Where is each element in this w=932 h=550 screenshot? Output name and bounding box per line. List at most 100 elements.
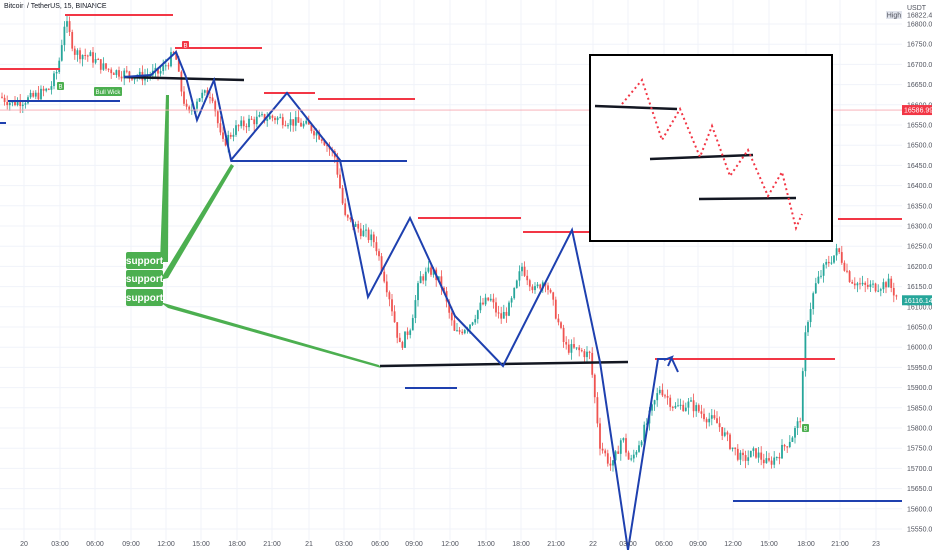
candle-down	[263, 114, 266, 121]
candle-down	[112, 73, 115, 75]
candle-up	[24, 103, 27, 105]
candle-down	[323, 140, 326, 146]
candle-down	[229, 134, 232, 137]
candle-down	[664, 395, 666, 397]
candle-down	[591, 352, 594, 375]
candle-up	[651, 404, 653, 411]
candle-down	[500, 313, 503, 319]
drawings: support support support Bull Wick B B B	[0, 14, 902, 550]
candle-up	[643, 424, 646, 442]
y-tick-label: 16350.00	[907, 203, 932, 210]
candle-up	[749, 450, 752, 458]
callout-pointer	[160, 302, 381, 368]
x-tick-label: 15:00	[760, 541, 778, 548]
candle-up	[513, 287, 516, 299]
x-tick-label: 06:00	[86, 541, 104, 548]
x-tick-label: 18:00	[512, 541, 530, 548]
x-tick-label: 03:00	[619, 541, 637, 548]
candle-up	[822, 264, 825, 276]
candle-down	[372, 234, 375, 243]
candle-up	[279, 117, 282, 119]
candle-down	[729, 434, 731, 450]
y-tick-label: 16300.00	[907, 224, 932, 231]
candle-down	[388, 292, 391, 300]
x-tick-label: 21	[305, 541, 313, 548]
pattern-line	[185, 76, 629, 550]
candle-down	[492, 298, 495, 303]
candle-up	[856, 283, 859, 286]
candle-down	[359, 228, 362, 237]
support-label-box	[126, 289, 163, 306]
candle-up	[154, 67, 157, 71]
candle-up	[536, 284, 539, 287]
candle-down	[531, 286, 534, 291]
candle-up	[690, 400, 692, 402]
y-tick-label: 16800.00	[907, 22, 932, 29]
candle-down	[300, 122, 302, 127]
candle-down	[523, 266, 526, 276]
candle-up	[58, 60, 61, 73]
candle-down	[539, 284, 542, 289]
candle-down	[297, 117, 300, 123]
candle-up	[653, 400, 656, 405]
candle-up	[365, 229, 367, 231]
candle-down	[281, 117, 284, 126]
candle-down	[851, 282, 854, 284]
price-axis[interactable]: USDT 16800.0016750.0016700.0016650.00166…	[886, 0, 932, 550]
candle-up	[731, 447, 734, 450]
candle-down	[177, 59, 180, 72]
candle-down	[274, 117, 276, 121]
candle-up	[29, 92, 32, 98]
candle-up	[94, 59, 97, 63]
y-tick-label: 16400.00	[907, 183, 932, 190]
y-tick-label: 16150.00	[907, 284, 932, 291]
candle-down	[755, 448, 757, 458]
candle-up	[877, 290, 880, 292]
candle-up	[258, 114, 261, 117]
candle-up	[302, 123, 305, 127]
candle-up	[354, 223, 357, 227]
candle-down	[892, 287, 895, 296]
candle-down	[843, 262, 846, 271]
candle-down	[482, 302, 484, 305]
candle-down	[37, 92, 40, 100]
candle-down	[245, 126, 248, 128]
candle-down	[19, 100, 22, 107]
candle-up	[404, 331, 406, 348]
candle-up	[294, 117, 297, 126]
candle-down	[593, 374, 596, 398]
x-tick-label: 12:00	[441, 541, 459, 548]
candle-up	[198, 98, 201, 102]
candle-up	[474, 319, 477, 323]
candle-down	[700, 411, 703, 414]
candle-down	[760, 452, 763, 460]
candle-down	[349, 217, 352, 220]
key-level-line	[123, 75, 245, 82]
candle-down	[443, 287, 445, 292]
candle-up	[432, 269, 435, 275]
candle-up	[268, 115, 271, 120]
candle-up	[437, 276, 440, 281]
x-tick-label: 12:00	[157, 541, 175, 548]
candle-up	[879, 289, 882, 291]
candle-up	[102, 63, 105, 70]
candle-down	[167, 65, 170, 67]
candle-up	[50, 86, 53, 90]
candle-up	[232, 134, 235, 137]
candle-down	[487, 297, 490, 301]
candle-down	[383, 271, 386, 282]
candle-down	[185, 103, 188, 107]
candle-down	[661, 389, 664, 396]
y-tick-label: 15950.00	[907, 365, 932, 372]
candle-down	[549, 289, 552, 293]
candle-up	[34, 92, 37, 97]
y-tick-label: 16050.00	[907, 325, 932, 332]
y-tick-label: 16750.00	[907, 42, 932, 49]
candle-down	[250, 118, 253, 120]
time-axis[interactable]: 20 03:00 06:00 09:00 12:00 15:00 18:00 21:00 21 0…	[20, 541, 880, 548]
candle-down	[786, 446, 789, 448]
high-label: High	[887, 13, 902, 20]
candle-up	[534, 286, 536, 291]
candle-down	[224, 138, 227, 146]
